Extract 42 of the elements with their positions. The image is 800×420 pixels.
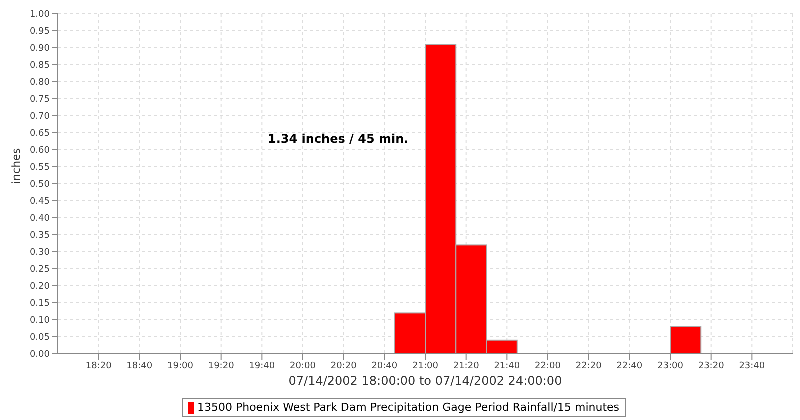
annotation: 1.34 inches / 45 min. — [268, 132, 409, 146]
y-tick-label: 0.40 — [30, 214, 50, 224]
y-tick-label: 0.10 — [30, 316, 50, 326]
x-tick-label: 22:20 — [576, 361, 602, 372]
x-tick-label: 23:20 — [698, 361, 725, 372]
y-tick-label: 0.95 — [30, 27, 50, 38]
y-tick-label: 0.85 — [30, 61, 50, 72]
x-tick-label: 19:00 — [168, 361, 194, 372]
y-tick-label: 0.35 — [30, 231, 50, 242]
x-tick-label: 21:40 — [494, 361, 520, 372]
x-axis-title: 07/14/2002 18:00:00 to 07/14/2002 24:00:00 — [288, 374, 564, 388]
y-tick-label: 0.65 — [30, 129, 50, 140]
x-tick-label: 20:40 — [372, 361, 398, 372]
x-tick-label: 20:20 — [330, 361, 358, 372]
x-tick-label: 18:40 — [126, 361, 153, 372]
x-tick-label: 23:00 — [658, 361, 684, 372]
y-tick-label: 0.50 — [30, 180, 50, 190]
legend-label: 13500 Phoenix West Park Dam Precipitation Gage Period Rainfall/15 minutes — [197, 401, 620, 414]
y-tick-label: 0.55 — [30, 163, 50, 174]
y-tick-label: 0.25 — [30, 265, 50, 276]
x-tick-label: 20:00 — [290, 361, 316, 372]
y-tick-label: 0.80 — [30, 78, 50, 88]
x-tick-label: 22:40 — [616, 361, 643, 372]
y-tick-label: 0.70 — [30, 112, 50, 122]
y-tick-label: 0.60 — [30, 146, 50, 156]
x-tick-label: 21:20 — [453, 361, 480, 372]
y-tick-label: 0.75 — [30, 95, 50, 106]
x-tick-label: 22:00 — [535, 361, 562, 372]
y-tick-label: 0.05 — [30, 333, 50, 344]
x-tick-label: 21:00 — [412, 361, 439, 372]
y-tick-label: 1.00 — [30, 10, 50, 20]
x-tick-label: 18:20 — [86, 361, 112, 372]
y-tick-label: 0.20 — [30, 282, 50, 292]
y-tick-label: 0.45 — [30, 197, 50, 208]
y-axis-title: inches — [10, 148, 23, 184]
y-tick-label: 0.00 — [30, 350, 50, 360]
y-tick-label: 0.15 — [30, 299, 50, 310]
x-tick-label: 19:40 — [249, 361, 276, 372]
x-tick-label: 23:40 — [739, 361, 766, 372]
y-tick-label: 0.90 — [30, 44, 50, 54]
x-tick-label: 19:20 — [208, 361, 235, 372]
y-tick-label: 0.30 — [30, 248, 50, 258]
